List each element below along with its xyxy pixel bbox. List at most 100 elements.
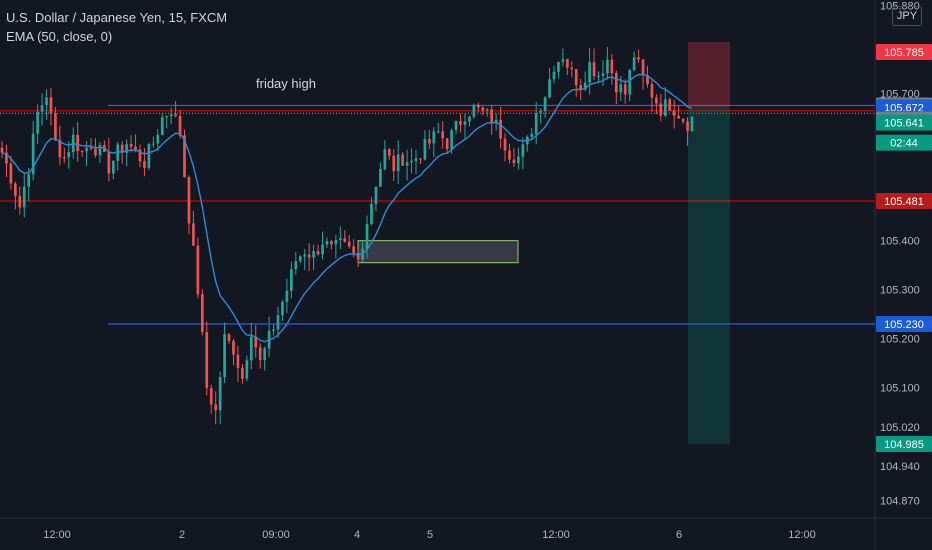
candle-body bbox=[258, 347, 262, 361]
candle-body bbox=[263, 348, 266, 361]
ema-line bbox=[1, 73, 693, 343]
take-profit-zone[interactable] bbox=[688, 107, 730, 444]
annotations: friday high bbox=[256, 76, 316, 91]
candle-body bbox=[610, 59, 614, 74]
candle-body bbox=[356, 252, 360, 260]
candle-body bbox=[490, 109, 494, 123]
candle-body bbox=[187, 177, 191, 224]
price-tag-label: 105.481 bbox=[884, 196, 924, 208]
candle-body bbox=[557, 61, 560, 72]
y-tick-label: 105.300 bbox=[880, 285, 920, 297]
candle-body bbox=[468, 116, 471, 122]
candle-body bbox=[205, 332, 209, 389]
candle-body bbox=[249, 336, 253, 361]
candle-body bbox=[183, 135, 186, 178]
candle-body bbox=[579, 85, 583, 90]
candle-body bbox=[307, 254, 311, 258]
candle-body bbox=[623, 84, 627, 95]
price-tag bbox=[876, 435, 932, 452]
candle-body bbox=[454, 121, 458, 131]
candle-body bbox=[245, 360, 249, 379]
candle-body bbox=[530, 134, 534, 137]
candle-body bbox=[463, 121, 467, 125]
candle-body bbox=[134, 146, 137, 150]
candle-body bbox=[561, 59, 565, 62]
candle-body bbox=[165, 116, 169, 118]
candle-body bbox=[517, 156, 520, 164]
candle-body bbox=[227, 334, 231, 341]
candle-body bbox=[592, 62, 596, 77]
candle-body bbox=[312, 251, 315, 258]
x-tick-label: 12:00 bbox=[542, 529, 570, 541]
candle-body bbox=[0, 147, 4, 153]
candle-body bbox=[45, 97, 48, 106]
candle-body bbox=[445, 138, 449, 150]
y-tick-label: 104.940 bbox=[880, 461, 920, 473]
candle-body bbox=[606, 59, 609, 74]
candle-body bbox=[419, 158, 422, 160]
candle-body bbox=[174, 114, 177, 116]
indicator-legend[interactable]: EMA (50, close, 0) bbox=[6, 29, 112, 44]
position-tool[interactable] bbox=[688, 42, 730, 444]
zone-box[interactable] bbox=[357, 240, 519, 264]
candle-body bbox=[160, 117, 164, 136]
candle-body bbox=[276, 315, 280, 330]
candle-body bbox=[5, 152, 8, 164]
candle-body bbox=[330, 240, 333, 245]
y-axis[interactable]: 105.880105.700105.400105.300105.200105.1… bbox=[880, 1, 920, 508]
candle-body bbox=[147, 144, 151, 168]
candle-body bbox=[534, 113, 538, 135]
candle-body bbox=[423, 139, 427, 160]
candle-body bbox=[677, 115, 680, 119]
candle-body bbox=[111, 160, 115, 174]
candle-body bbox=[574, 69, 578, 86]
candle-body bbox=[281, 301, 284, 316]
currency-button[interactable]: JPY bbox=[892, 6, 922, 26]
stop-loss-zone[interactable] bbox=[688, 42, 730, 108]
candle-body bbox=[343, 238, 347, 242]
candle-body bbox=[392, 155, 396, 172]
candle-body bbox=[316, 251, 320, 255]
candle-body bbox=[570, 67, 574, 70]
y-tick-label: 105.100 bbox=[880, 383, 920, 395]
candle-body bbox=[290, 269, 293, 291]
candle-body bbox=[18, 196, 22, 208]
candle-body bbox=[98, 144, 102, 156]
candle-body bbox=[14, 183, 17, 197]
candle-body bbox=[347, 241, 351, 247]
x-axis[interactable]: 12:00 2 09:00 4 5 12:00 6 12:00 bbox=[43, 529, 816, 541]
candle-body bbox=[107, 151, 111, 174]
candle-body bbox=[22, 186, 26, 208]
candle-body bbox=[459, 121, 462, 125]
candle-body bbox=[352, 246, 356, 253]
candle-body bbox=[85, 147, 88, 152]
candle-body bbox=[27, 174, 31, 187]
candle-body bbox=[236, 354, 240, 368]
candle-body bbox=[668, 99, 672, 111]
candle-body bbox=[334, 239, 338, 245]
candle-body bbox=[89, 147, 93, 149]
candlestick-series bbox=[0, 47, 694, 425]
candle-body bbox=[650, 83, 654, 98]
candle-body bbox=[436, 131, 440, 133]
ema-50-line bbox=[1, 73, 693, 343]
candle-body bbox=[619, 84, 623, 93]
price-tag bbox=[876, 134, 932, 151]
candle-body bbox=[628, 69, 632, 95]
y-tick-label: 105.400 bbox=[880, 236, 920, 248]
candle-body bbox=[298, 256, 302, 262]
candle-body bbox=[94, 148, 97, 156]
candle-body bbox=[192, 223, 195, 246]
demand-zone-box[interactable] bbox=[357, 240, 519, 264]
candle-body bbox=[472, 104, 476, 117]
price-tag bbox=[876, 315, 932, 332]
x-tick-label: 12:00 bbox=[788, 529, 816, 541]
x-tick-label: 4 bbox=[354, 529, 360, 541]
candle-body bbox=[285, 290, 289, 302]
candle-body bbox=[338, 238, 342, 240]
candle-body bbox=[196, 245, 200, 295]
candle-body bbox=[410, 160, 413, 163]
